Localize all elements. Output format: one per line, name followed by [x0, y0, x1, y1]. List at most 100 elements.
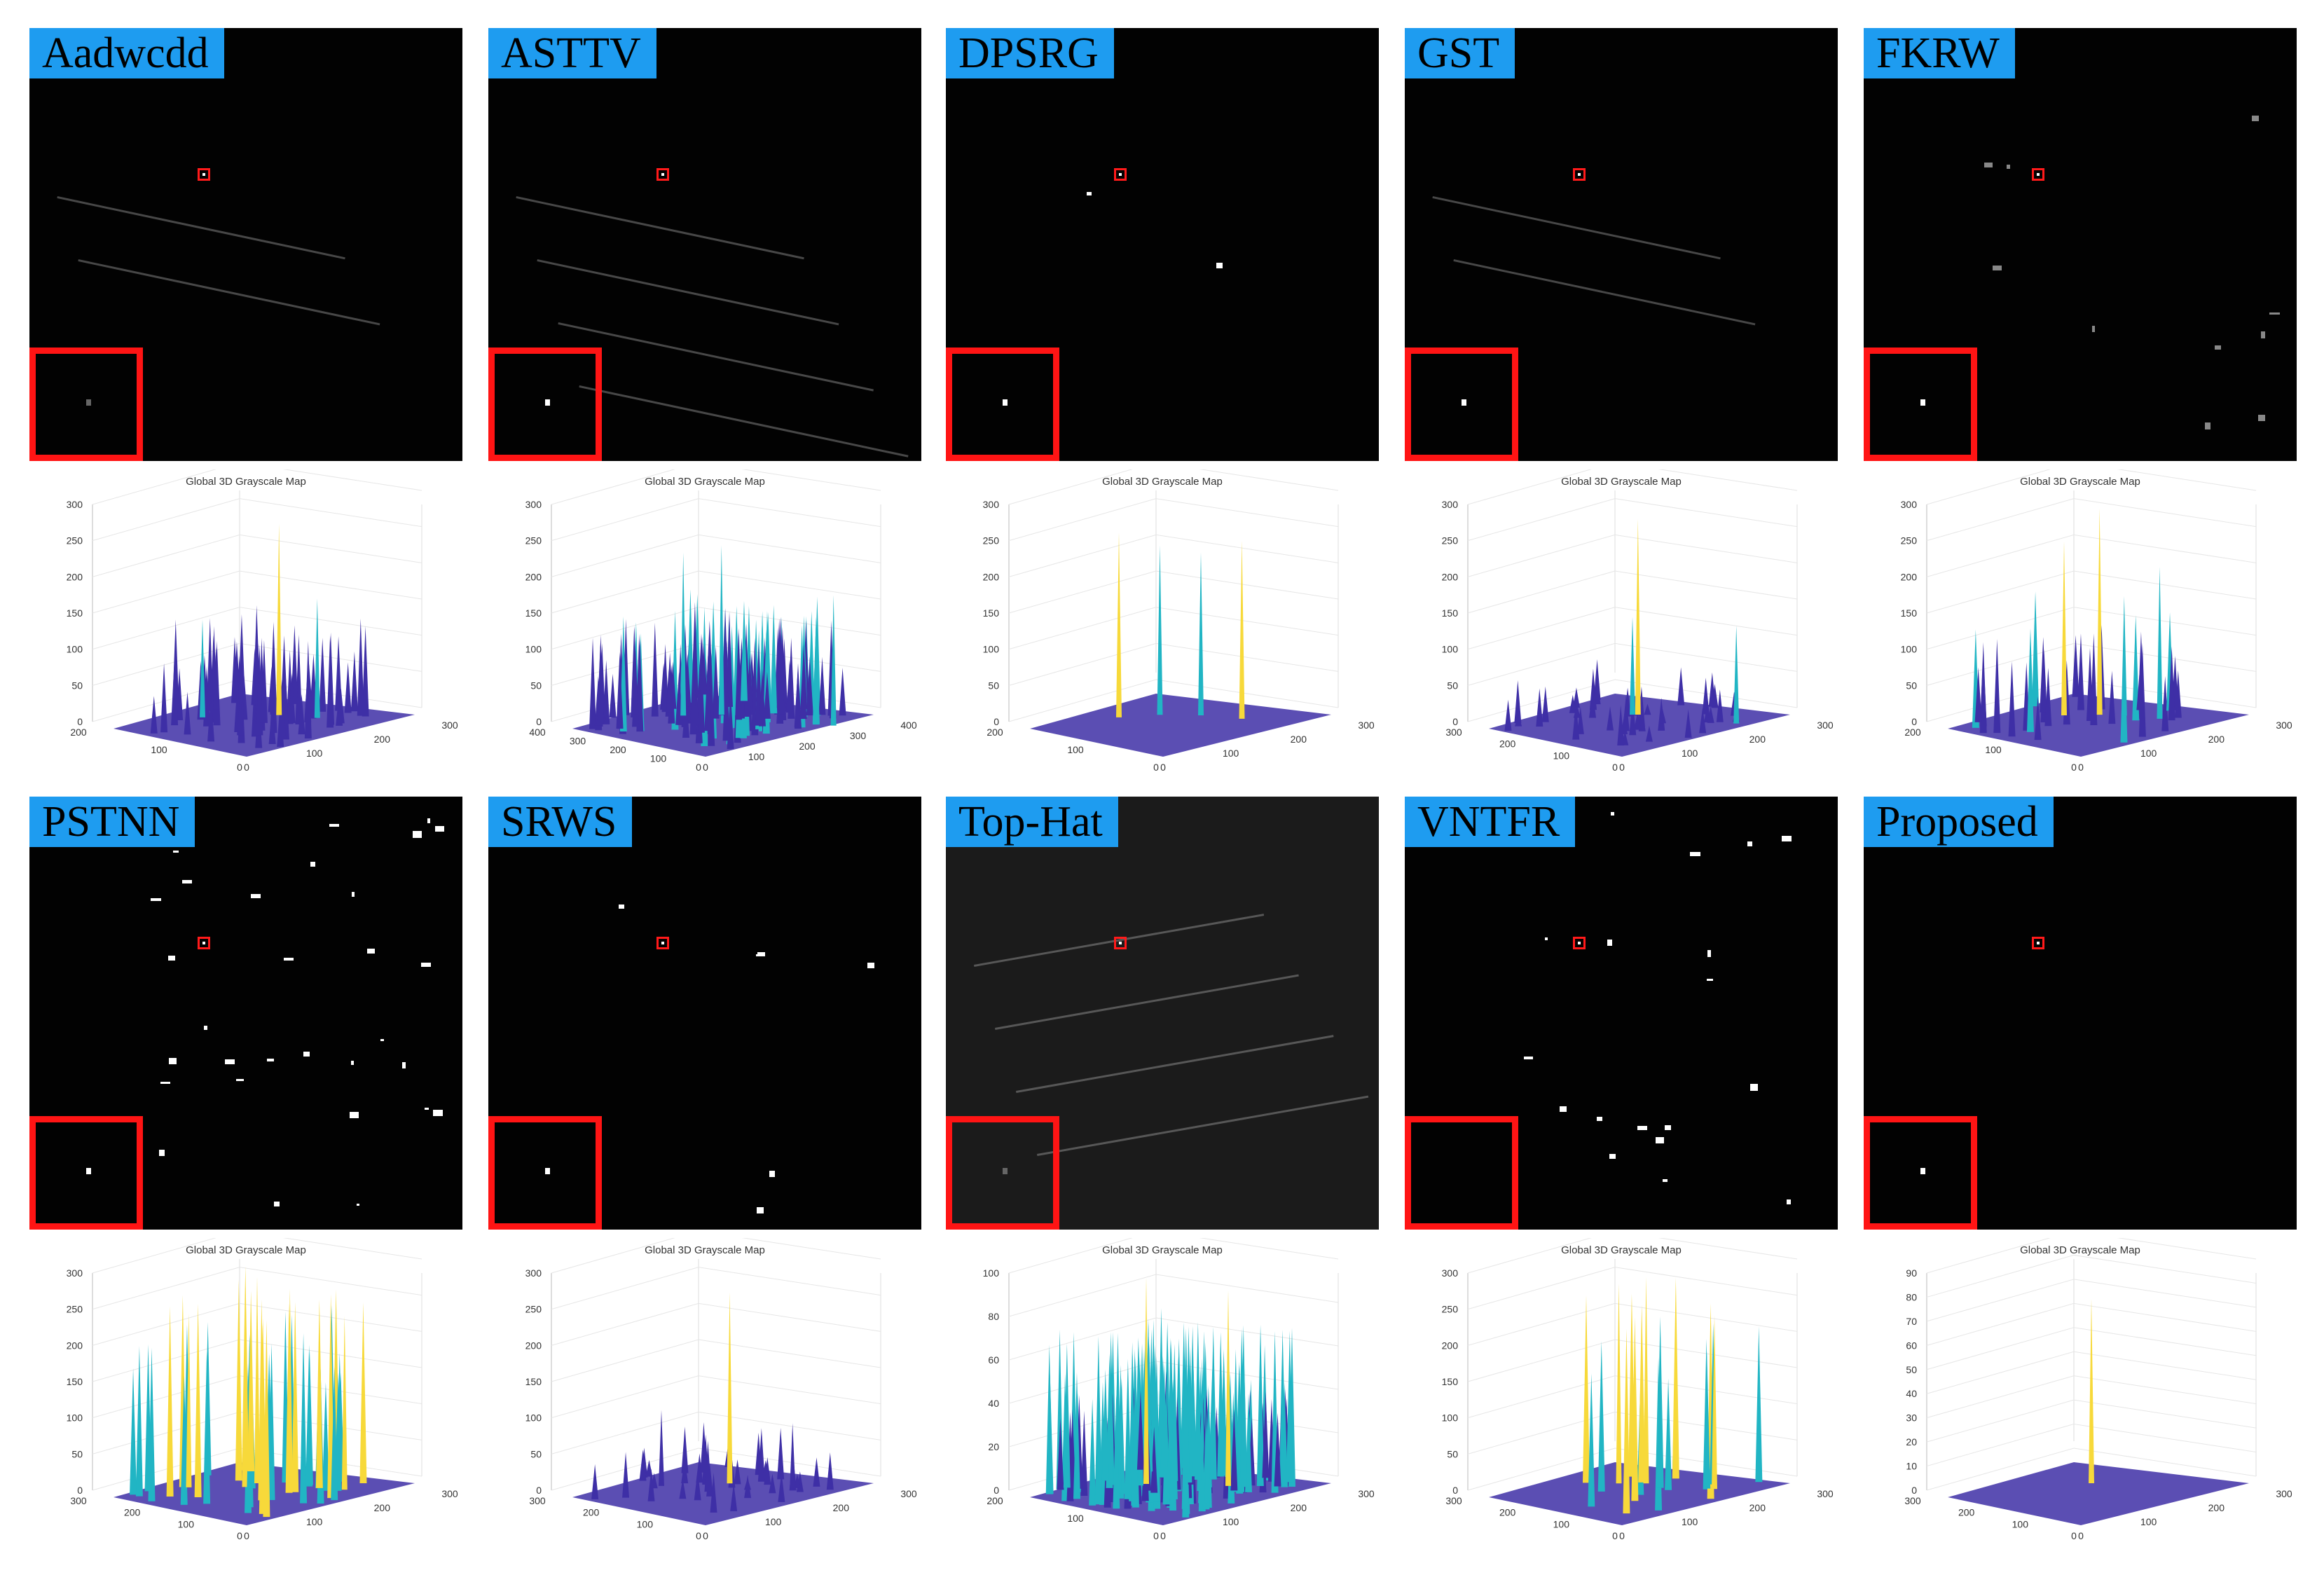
- clutter-mark: [619, 905, 624, 909]
- clutter-mark: [225, 1059, 235, 1064]
- surface-spike: [268, 1343, 275, 1500]
- y-tick-label: 100: [1067, 744, 1084, 755]
- surface-spike: [171, 656, 179, 726]
- clutter-mark: [357, 1204, 359, 1206]
- target-dot: [1119, 942, 1122, 944]
- background-streak: [537, 259, 839, 326]
- surface-spike: [1703, 1352, 1711, 1489]
- surface-spike: [1665, 1378, 1672, 1490]
- peak-spike: [659, 1410, 664, 1486]
- surface-spike: [1979, 642, 1987, 734]
- surface-spike: [184, 692, 191, 735]
- surface-spike: [650, 1473, 658, 1489]
- clutter-mark: [1690, 852, 1700, 856]
- surface-spike: [1194, 1321, 1202, 1480]
- clutter-mark: [2205, 422, 2210, 429]
- clutter-mark: [757, 952, 765, 956]
- zoom-inset: [946, 348, 1059, 461]
- plot-title: Global 3D Grayscale Map: [1102, 476, 1223, 488]
- surface-spike: [1656, 1316, 1664, 1488]
- method-label: Top-Hat: [946, 797, 1118, 847]
- method-label: GST: [1405, 28, 1515, 78]
- z-gridline: [1926, 498, 2257, 542]
- surface-spike: [2161, 675, 2169, 731]
- z-gridline: [92, 469, 422, 505]
- surface-spike: [1699, 708, 1707, 734]
- z-tick-label: 50: [530, 680, 542, 691]
- y-tick-label: 200: [1904, 727, 1921, 738]
- z-gridline: [1926, 1302, 2257, 1346]
- z-tick-label: 300: [1901, 499, 1918, 510]
- surface-spike: [2044, 668, 2052, 727]
- surface-spike: [1515, 713, 1522, 727]
- method-label: PSTNN: [29, 797, 195, 847]
- detection-image: Aadwcdd: [29, 28, 462, 461]
- z-tick-label: 100: [1442, 644, 1459, 655]
- z-gridline: [1926, 570, 2257, 614]
- surface-spike: [651, 622, 659, 717]
- surface-spike: [1677, 667, 1685, 706]
- plot-title: Global 3D Grayscale Map: [1102, 1244, 1223, 1256]
- x-tick-label: 200: [374, 1502, 391, 1513]
- surface-spike: [1124, 1359, 1132, 1499]
- z-tick-label: 200: [1901, 571, 1918, 582]
- z-gridline: [1926, 1254, 2257, 1298]
- target-box: [656, 937, 669, 949]
- surface-spike: [839, 668, 846, 716]
- clutter-mark: [421, 963, 431, 967]
- grayscale-3d-plot: Global 3D Grayscale Map 0 50 100 150 200 250 30…: [29, 1238, 462, 1560]
- surface-spike: [206, 618, 214, 711]
- plot-title: Global 3D Grayscale Map: [645, 476, 765, 488]
- clutter-mark: [427, 818, 430, 823]
- clutter-mark: [1607, 940, 1612, 946]
- x-tick-label: 100: [2140, 748, 2157, 759]
- clutter-mark: [1609, 1154, 1616, 1159]
- surface-spike: [712, 645, 720, 719]
- z-tick-label: 250: [983, 535, 1000, 546]
- surface-spike: [770, 605, 778, 714]
- z-tick-label: 0: [536, 716, 542, 727]
- clutter-mark: [204, 1026, 207, 1030]
- surface-spike: [335, 636, 343, 711]
- clutter-mark: [251, 894, 261, 898]
- y-tick-label: 300: [1445, 1495, 1462, 1506]
- x-tick-label: 200: [799, 741, 816, 752]
- surface-spike: [762, 1460, 769, 1478]
- surface-spike: [259, 1323, 266, 1514]
- z-tick-label: 40: [988, 1398, 999, 1409]
- z-gridline: [92, 498, 422, 542]
- surface-spike: [2108, 670, 2116, 724]
- z-tick-label: 50: [71, 680, 83, 691]
- surface-floor: [1030, 694, 1331, 757]
- surface-spike: [204, 1321, 212, 1476]
- target-box: [656, 168, 669, 181]
- surface-spike: [1279, 1363, 1286, 1487]
- z-tick-label: 150: [983, 607, 1000, 619]
- surface-spike: [1256, 1383, 1264, 1487]
- background-streak: [1432, 196, 1721, 260]
- surface-spike: [1993, 638, 2001, 734]
- z-tick-label: 250: [67, 1304, 83, 1315]
- surface-spike: [1504, 699, 1512, 731]
- surface-spike: [2034, 696, 2042, 741]
- z-gridline: [1467, 570, 1798, 614]
- surface-spike: [704, 655, 712, 731]
- z-tick-label: 50: [71, 1448, 83, 1459]
- y-tick-label: 200: [124, 1507, 141, 1518]
- clutter-mark: [160, 1082, 170, 1084]
- surface-spike: [166, 1306, 174, 1497]
- surface-spike: [1644, 703, 1651, 715]
- clutter-mark: [1597, 1117, 1602, 1121]
- peak-spike: [1733, 626, 1740, 724]
- clutter-mark: [433, 1110, 443, 1116]
- surface-spike: [2086, 647, 2093, 721]
- z-tick-label: 20: [1906, 1436, 1917, 1447]
- surface-spike: [1573, 705, 1581, 718]
- clutter-mark: [757, 1207, 764, 1213]
- plot-title: Global 3D Grayscale Map: [645, 1244, 765, 1256]
- y-tick-label: 300: [1445, 727, 1462, 738]
- surface-spike: [1607, 706, 1614, 731]
- surface-spike: [1624, 687, 1632, 717]
- z-tick-label: 200: [525, 571, 542, 582]
- z-gridline: [551, 469, 881, 505]
